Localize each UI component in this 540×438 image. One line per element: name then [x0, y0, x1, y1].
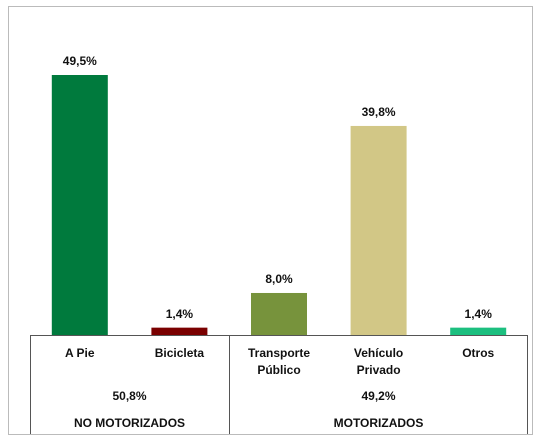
x-tick-label: Transporte Público — [248, 346, 310, 377]
bar — [251, 292, 307, 335]
bar — [450, 327, 507, 335]
group-value: 49,2% — [361, 389, 395, 403]
value-label: 49,5% — [63, 54, 97, 68]
x-tick-label: Vehículo Privado — [354, 346, 403, 377]
x-tick-label: Bicicleta — [155, 346, 205, 360]
x-tick-label: A Pie — [65, 346, 95, 360]
frame — [8, 6, 533, 435]
group-name: MOTORIZADOS — [334, 416, 424, 430]
bar — [151, 327, 208, 335]
value-label: 8,0% — [265, 272, 293, 286]
group-value: 50,8% — [112, 389, 146, 403]
value-label: 1,4% — [166, 307, 194, 321]
bar — [51, 75, 108, 335]
value-label: 39,8% — [362, 105, 396, 119]
group-name: NO MOTORIZADOS — [74, 416, 185, 430]
x-tick-label: Otros — [462, 346, 494, 360]
bar — [350, 125, 407, 335]
value-label: 1,4% — [465, 307, 493, 321]
